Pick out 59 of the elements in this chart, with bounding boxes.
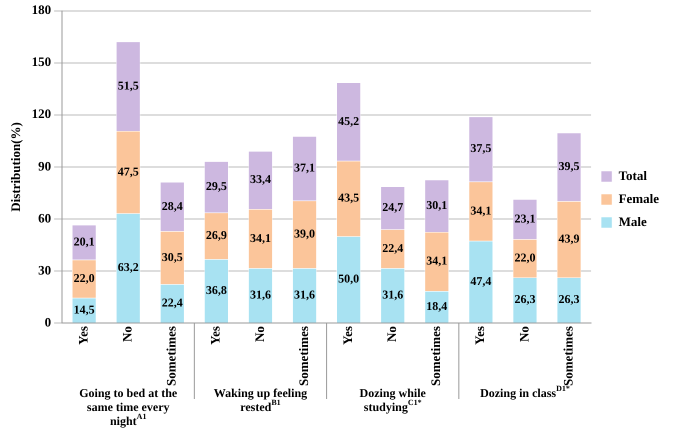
data-label: 18,4	[426, 298, 448, 313]
data-label: 43,9	[558, 231, 580, 246]
data-label: 22,4	[382, 240, 404, 255]
x-tick-label: No	[120, 326, 135, 342]
data-label: 34,1	[470, 203, 492, 218]
x-tick-label: Sometimes	[560, 326, 576, 386]
y-tick-label: 0	[44, 314, 52, 330]
data-label: 47,5	[118, 164, 139, 178]
data-label: 36,8	[206, 282, 227, 297]
y-tick-label: 30	[38, 262, 52, 278]
data-label: 47,4	[470, 274, 492, 288]
x-tick-label: No	[252, 326, 267, 342]
x-tick-label: Sometimes	[296, 326, 311, 386]
data-label: 24,7	[382, 200, 404, 214]
y-tick-label: 90	[38, 158, 52, 174]
legend-label: Male	[618, 214, 647, 229]
data-label: 63,2	[118, 260, 139, 274]
data-label: 34,1	[250, 230, 271, 245]
x-tick-label: Yes	[340, 326, 355, 345]
data-label: 22,0	[74, 270, 95, 285]
data-label: 34,1	[426, 254, 448, 268]
data-label: 37,1	[294, 160, 316, 175]
x-tick-label: Yes	[208, 326, 223, 345]
data-label: 43,5	[338, 190, 360, 205]
data-label: 29,5	[206, 179, 227, 194]
y-tick-label: 60	[38, 210, 52, 226]
data-label: 45,2	[338, 114, 360, 128]
data-label: 28,4	[162, 198, 183, 213]
data-label: 31,6	[382, 288, 404, 302]
data-label: 20,1	[74, 234, 95, 248]
x-tick-label: Yes	[472, 326, 488, 345]
data-label: 14,5	[74, 302, 95, 316]
data-label: 22,0	[514, 250, 536, 264]
data-label: 26,3	[514, 292, 536, 306]
legend-label: Female	[618, 190, 660, 206]
x-tick-label: No	[516, 326, 532, 342]
data-label: 37,5	[470, 141, 492, 156]
legend-label: Total	[618, 168, 648, 183]
y-tick-label: 180	[32, 2, 52, 18]
data-label: 30,1	[426, 198, 448, 212]
x-tick-label: Yes	[76, 326, 90, 345]
data-label: 31,6	[294, 288, 316, 302]
data-label: 39,0	[294, 226, 316, 241]
data-label: 22,4	[162, 295, 183, 310]
data-label: 39,5	[558, 159, 580, 174]
data-label: 26,3	[558, 292, 580, 306]
x-tick-label: No	[384, 326, 400, 342]
x-tick-label: Sometimes	[164, 326, 179, 386]
data-label: 31,6	[250, 288, 271, 302]
data-label: 50,0	[338, 272, 360, 286]
y-tick-label: 120	[32, 106, 52, 122]
data-label: 23,1	[514, 211, 536, 226]
data-label: 26,9	[206, 228, 227, 242]
data-label: 51,5	[118, 78, 139, 92]
data-label: 30,5	[162, 250, 183, 264]
x-tick-label: Sometimes	[428, 326, 444, 386]
y-tick-label: 150	[32, 54, 52, 70]
data-label: 33,4	[250, 172, 271, 186]
y-axis-title: Distribution(%)	[8, 122, 24, 212]
